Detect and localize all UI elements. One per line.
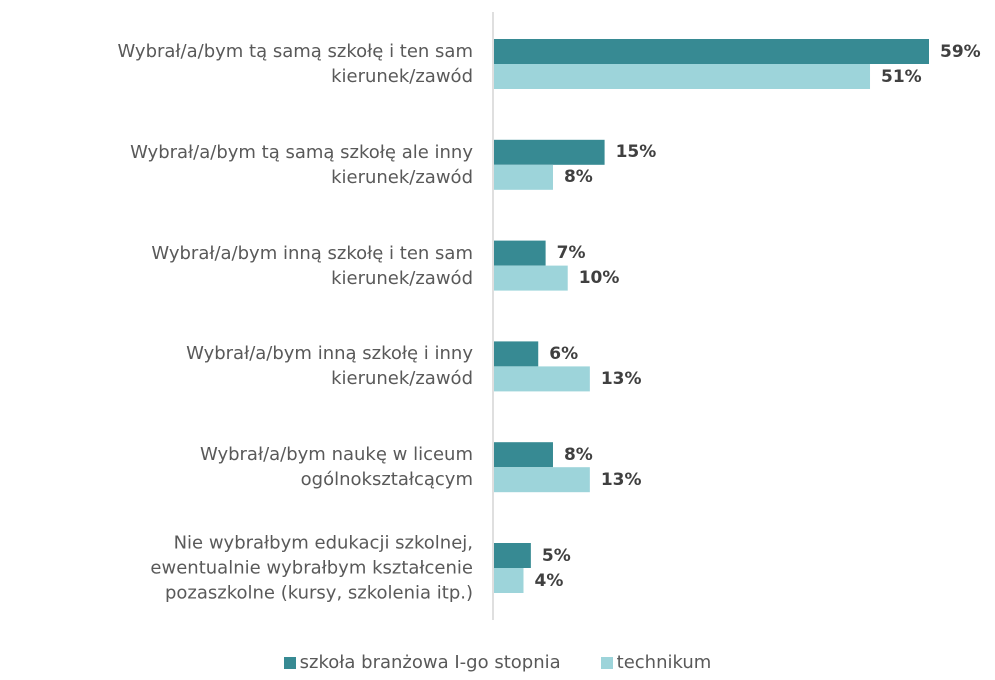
value-label: 15% <box>615 142 657 163</box>
bar <box>494 568 524 593</box>
bar <box>494 64 871 89</box>
category-label: Wybrał/a/bym inną szkołę i inny kierunek… <box>186 343 473 390</box>
legend-swatch <box>600 656 613 669</box>
bar <box>494 164 553 190</box>
legend-swatch <box>283 656 296 669</box>
bar <box>494 240 546 266</box>
category-label: Wybrał/a/bym inną szkołę i ten sam kieru… <box>151 242 473 289</box>
bar <box>494 467 590 493</box>
bar <box>494 39 929 64</box>
legend: szkoła branżowa I-go stopnia technikum <box>0 652 995 673</box>
value-label: 13% <box>600 368 642 389</box>
bar <box>494 265 568 291</box>
value-label: 8% <box>563 444 593 465</box>
value-label: 8% <box>563 167 593 188</box>
legend-label: technikum <box>616 652 712 673</box>
bar <box>494 543 531 568</box>
value-label: 4% <box>534 570 564 591</box>
category-label: Wybrał/a/bym tą samą szkołę i ten sam ki… <box>117 41 473 87</box>
value-label: 59% <box>940 41 981 62</box>
category-label: Wybrał/a/bym tą samą szkołę ale inny kie… <box>130 141 473 188</box>
bar <box>494 366 590 392</box>
legend-item: szkoła branżowa I-go stopnia <box>283 652 561 673</box>
bar <box>494 442 553 468</box>
value-label: 6% <box>549 343 579 364</box>
legend-label: szkoła branżowa I-go stopnia <box>299 652 561 673</box>
bar <box>494 139 605 165</box>
value-label: 7% <box>556 243 586 264</box>
value-label: 51% <box>881 66 922 87</box>
legend-item: technikum <box>600 652 712 673</box>
value-label: 13% <box>600 469 642 490</box>
value-label: 5% <box>541 545 571 566</box>
value-label: 10% <box>578 268 620 289</box>
category-label: Wybrał/a/bym naukę w liceum ogólnokształ… <box>199 444 473 491</box>
bar <box>494 341 539 367</box>
category-label: Nie wybrałbym edukacji szkolnej, ewentua… <box>150 532 473 604</box>
